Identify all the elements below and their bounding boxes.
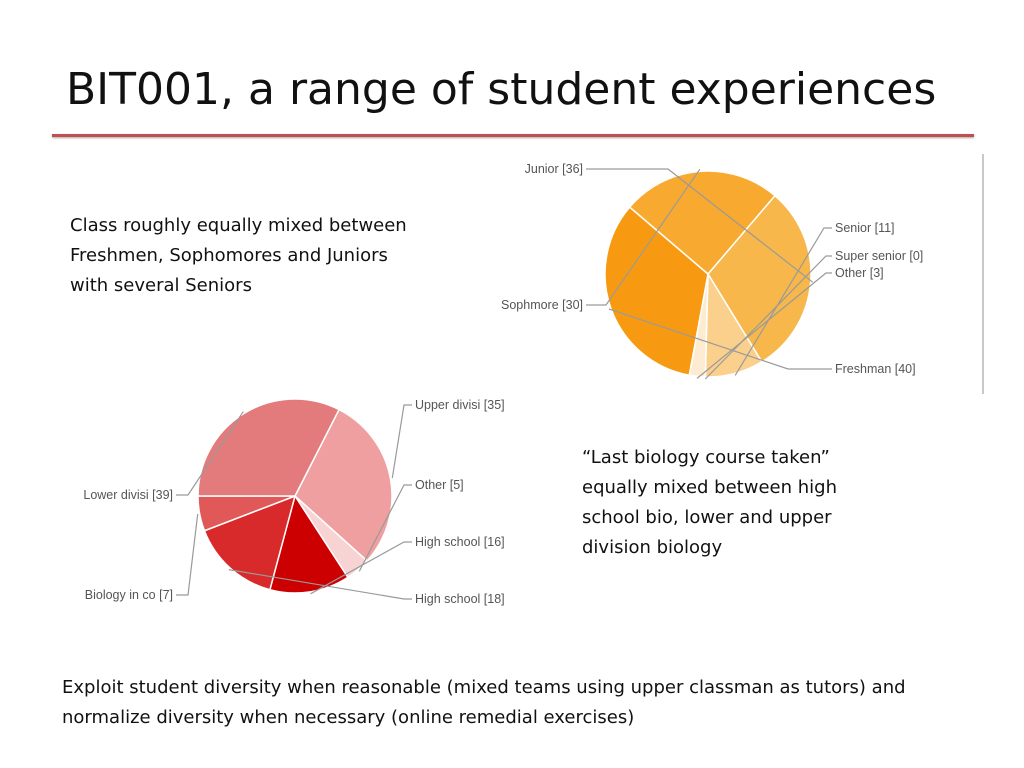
c1-leader-line-1 (734, 227, 832, 376)
c2-slice-0 (294, 408, 393, 562)
c1-slice-0 (707, 194, 812, 363)
c1-slice-5 (628, 170, 776, 276)
class-mix-text: Class roughly equally mixed between Fres… (70, 215, 407, 296)
c1-label-3: Other [3] (835, 266, 884, 280)
c1-label-0: Junior [36] (525, 162, 583, 176)
c1-label-5: Sophmore [30] (501, 298, 583, 312)
c2-label-2: High school [16] (415, 535, 505, 549)
c2-slice-2 (268, 494, 349, 594)
c2-leader-line-5 (176, 411, 244, 496)
c2-label-5: Lower divisi [39] (83, 488, 173, 502)
c2-leader-line-0 (391, 404, 412, 479)
class-year-pie-chart: Junior [36] Senior [11] Super senior [0] Ot… (436, 154, 984, 394)
c2-label-3: High school [18] (415, 592, 505, 606)
c1-leader-line-0 (586, 168, 814, 283)
c1-label-1: Senior [11] (835, 221, 895, 235)
c1-label-4: Freshman [40] (835, 362, 916, 376)
c2-label-1: Other [5] (415, 478, 464, 492)
biology-course-pie-chart: Upper divisi [35] Other [5] High school [1… (48, 388, 548, 620)
c2-label-4: Biology in co [7] (85, 588, 173, 602)
c2-leader-line-3 (228, 569, 412, 600)
c1-leader-line-3 (696, 272, 832, 379)
c2-leader-line-2 (310, 541, 412, 595)
c2-leader-line-1 (358, 484, 412, 572)
c1-label-2: Super senior [0] (835, 249, 923, 263)
slide-title: BIT001, a range of student experiences (66, 64, 937, 115)
c2-leader-line-4 (176, 513, 199, 596)
biology-course-text: “Last biology course taken” equally mixe… (582, 447, 837, 558)
footer-text: Exploit student diversity when reasonabl… (62, 677, 906, 728)
c1-leader-line-5 (586, 168, 701, 306)
c2-slice-3 (203, 494, 297, 591)
c1-leader-line-4 (608, 308, 832, 370)
title-divider (52, 134, 974, 137)
c2-slice-5 (197, 398, 341, 497)
c2-label-0: Upper divisi [35] (415, 398, 505, 412)
